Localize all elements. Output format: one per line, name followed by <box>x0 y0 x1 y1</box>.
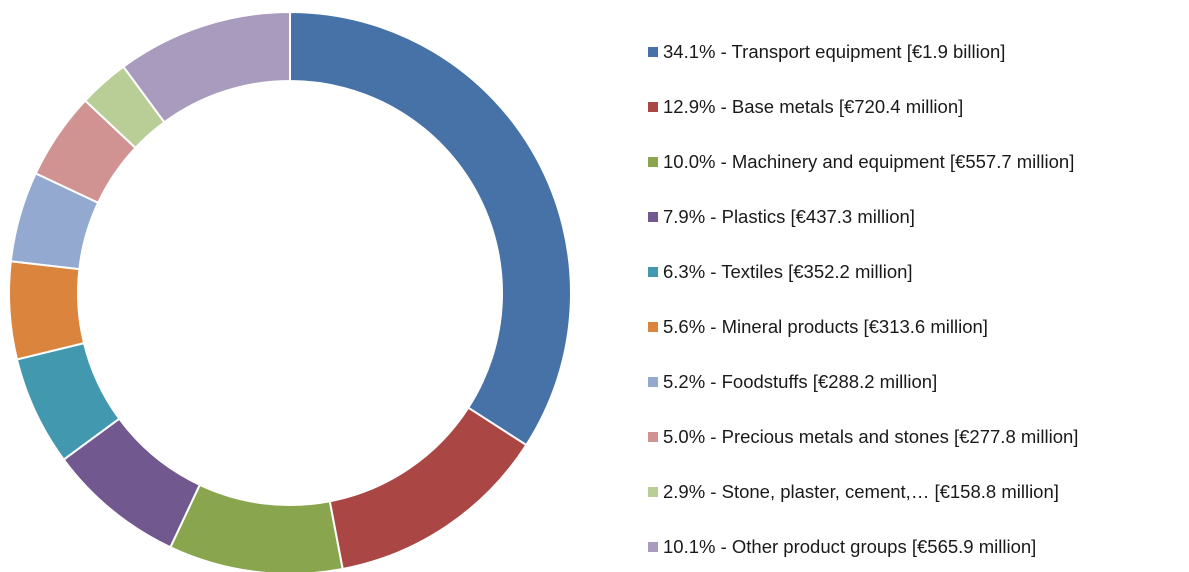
legend-swatch <box>648 432 658 442</box>
donut-slice <box>122 10 291 124</box>
legend-label: 6.3% - Textiles [€352.2 million] <box>663 261 913 282</box>
legend-label: 5.6% - Mineral products [€313.6 million] <box>663 316 988 337</box>
legend-swatch <box>648 542 658 552</box>
legend-swatch <box>648 47 658 57</box>
legend-label: 12.9% - Base metals [€720.4 million] <box>663 96 963 117</box>
legend-swatch <box>648 157 658 167</box>
legend-label: 7.9% - Plastics [€437.3 million] <box>663 206 915 227</box>
legend-swatch <box>648 322 658 332</box>
donut-slice <box>169 483 344 572</box>
legend-label: 34.1% - Transport equipment [€1.9 billio… <box>663 41 1005 62</box>
donut-slice <box>8 260 86 361</box>
legend-swatch <box>648 102 658 112</box>
legend-label: 5.0% - Precious metals and stones [€277.… <box>663 426 1078 447</box>
donut-slice <box>328 406 528 571</box>
legend-swatch <box>648 487 658 497</box>
legend-label: 5.2% - Foodstuffs [€288.2 million] <box>663 371 937 392</box>
legend-swatch <box>648 212 658 222</box>
donut-slice <box>289 10 572 447</box>
legend-swatch <box>648 377 658 387</box>
legend-label: 2.9% - Stone, plaster, cement,… [€158.8 … <box>663 481 1059 502</box>
legend-label: 10.1% - Other product groups [€565.9 mil… <box>663 536 1036 557</box>
legend-label: 10.0% - Machinery and equipment [€557.7 … <box>663 151 1074 172</box>
legend-swatch <box>648 267 658 277</box>
